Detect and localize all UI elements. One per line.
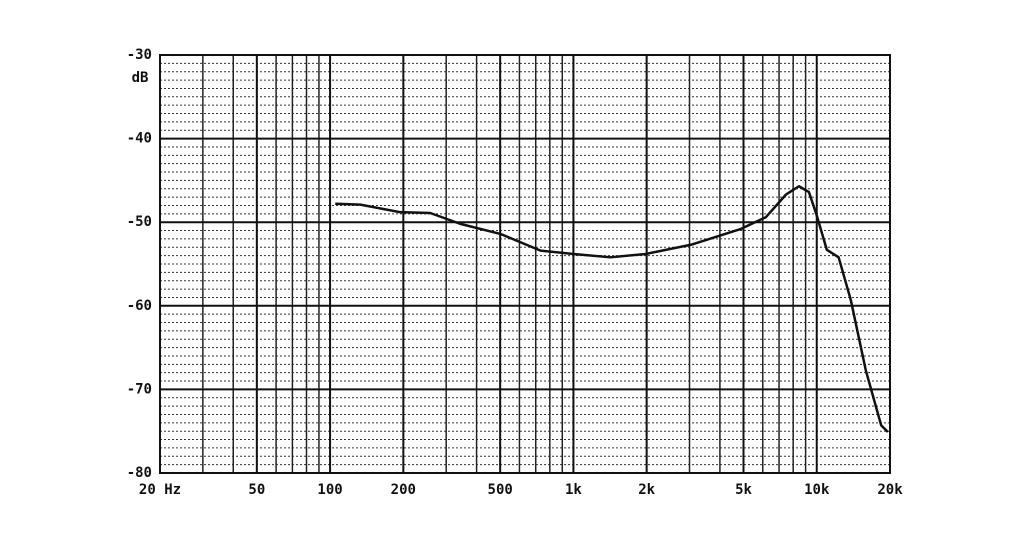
x-tick-label: 200: [391, 482, 416, 498]
x-tick-label: 5k: [735, 482, 752, 498]
x-tick-label: 20 Hz: [139, 482, 181, 498]
x-tick-label: 2k: [638, 482, 655, 498]
y-axis-label: dB: [132, 70, 149, 86]
x-tick-label: 50: [248, 482, 265, 498]
x-tick-label: 100: [317, 482, 342, 498]
plot-frame: [159, 54, 891, 474]
y-tick-label: -50: [127, 214, 152, 230]
y-tick-label: -60: [127, 298, 152, 314]
x-tick-label: 20k: [877, 482, 903, 498]
x-tick-label: 1k: [565, 482, 582, 498]
y-tick-label: -30: [127, 47, 152, 63]
x-tick-label: 500: [488, 482, 513, 498]
y-tick-label: -70: [127, 381, 152, 397]
y-tick-label: -80: [127, 465, 152, 481]
x-tick-label: 10k: [804, 482, 830, 498]
y-tick-label: -40: [127, 131, 152, 147]
response-line: [335, 185, 889, 433]
